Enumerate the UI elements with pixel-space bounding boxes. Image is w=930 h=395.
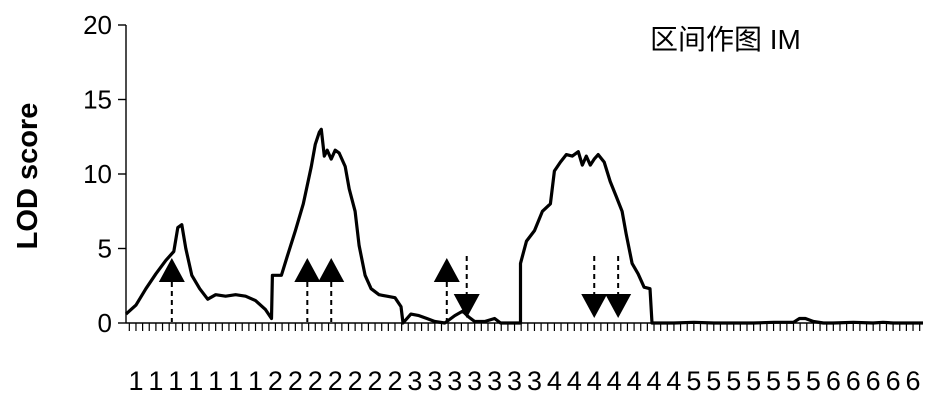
chart-annotation: 区间作图 IM [650,24,801,55]
x-tick-label: 1 [208,366,223,395]
arrow-head [453,294,480,318]
up-arrow-marker [318,258,345,322]
up-arrow-marker [433,258,460,322]
x-tick-label: 2 [387,366,402,395]
x-tick-label: 4 [567,366,582,395]
down-arrow-marker [453,256,480,318]
x-tick-label: 6 [866,366,881,395]
series-layer [124,127,923,325]
up-arrow-marker [158,258,185,322]
x-tick-label: 6 [906,366,921,395]
down-arrow-marker [605,256,632,318]
x-tick-label: 3 [447,366,462,395]
lod-curve-line [124,127,923,325]
x-tick-label: 3 [467,366,482,395]
arrow-head [581,294,608,318]
x-tick-label: 1 [248,366,263,395]
x-tick-label: 5 [766,366,781,395]
y-axis-label: LOD score [12,103,44,250]
x-tick-label: 4 [627,366,642,395]
x-tick-label: 3 [487,366,502,395]
x-tick-label: 1 [168,366,183,395]
x-tick-label: 6 [826,366,841,395]
x-tick-label: 5 [786,366,801,395]
x-tick-label: 4 [607,366,622,395]
x-tick-label: 5 [706,366,721,395]
up-arrow-marker [294,258,321,322]
x-tick-label: 1 [228,366,243,395]
x-tick-label: 6 [886,366,901,395]
x-tick-label: 5 [806,366,821,395]
x-tick-label: 6 [846,366,861,395]
arrow-head [318,258,345,282]
x-tick-label: 3 [507,366,522,395]
arrow-head [605,294,632,318]
x-tick-label: 4 [547,366,562,395]
y-axis: 0 5 10 15 20 [83,10,127,338]
arrow-head [433,258,460,282]
arrow-head [294,258,321,282]
x-tick-label: 5 [726,366,741,395]
x-tick-label: 4 [666,366,681,395]
y-tick-label: 20 [83,10,112,40]
y-tick-label: 15 [83,85,112,115]
x-tick-label: 1 [148,366,163,395]
x-tick-label: 1 [188,366,203,395]
down-arrow-marker [581,256,608,318]
x-tick-label: 4 [646,366,661,395]
x-tick-label: 4 [587,366,602,395]
x-tick-label: 2 [268,366,283,395]
marker-layer [158,256,632,322]
x-tick-label: 2 [328,366,343,395]
x-tick-label: 1 [128,366,143,395]
arrow-head [158,258,185,282]
x-tick-label: 2 [288,366,303,395]
x-tick-label: 3 [527,366,542,395]
x-tick-label: 5 [746,366,761,395]
x-tick-label: 3 [427,366,442,395]
x-tick-label: 2 [308,366,323,395]
x-tick-label: 5 [686,366,701,395]
y-tick-label: 5 [98,234,112,264]
y-tick-label: 10 [83,159,112,189]
x-tick-label: 3 [407,366,422,395]
x-tick-label: 2 [348,366,363,395]
x-tick-label: 2 [368,366,383,395]
y-tick-label: 0 [98,308,112,338]
